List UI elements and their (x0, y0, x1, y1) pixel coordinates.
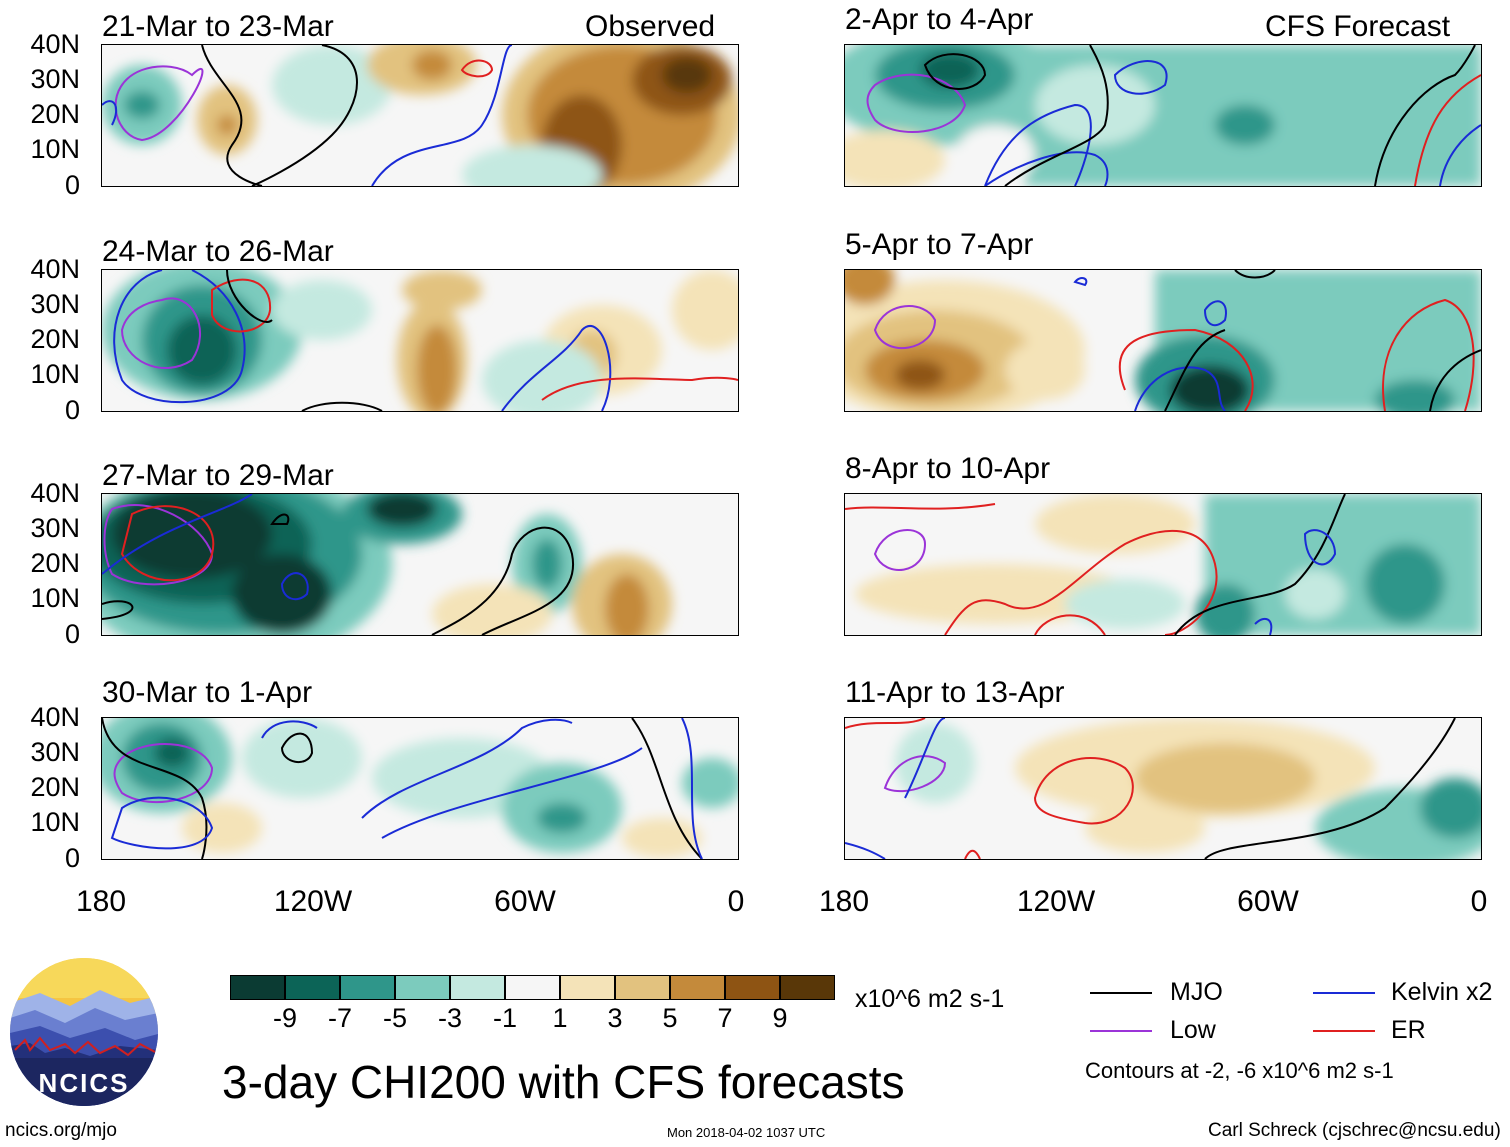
lat-label: 30N (30, 64, 80, 94)
colorbar-swatch (285, 975, 340, 1000)
lat-label: 0 (64, 843, 80, 873)
colorbar-tick: 1 (552, 1003, 568, 1033)
colorbar-swatch (340, 975, 395, 1000)
lon-label: 120W (273, 885, 353, 918)
lat-label: 40N (30, 478, 80, 508)
legend-line-mjo (1090, 992, 1152, 994)
footer-timestamp: Mon 2018-04-02 1037 UTC (667, 1125, 826, 1140)
map-panel-forecast-2 (844, 269, 1482, 412)
legend-er: ER (1391, 1016, 1426, 1044)
anomaly-map (102, 45, 738, 186)
panel-title: 11-Apr to 13-Apr (845, 676, 1065, 709)
footer-url: ncics.org/mjo (5, 1120, 117, 1141)
legend-line-kelvin (1313, 992, 1375, 994)
lat-label: 10N (30, 583, 80, 613)
map-panel-observed-3 (101, 493, 739, 636)
lon-label: 120W (1016, 885, 1096, 918)
map-panel-observed-1 (101, 44, 739, 187)
colorbar-swatch (725, 975, 780, 1000)
lat-label: 40N (30, 254, 80, 284)
lat-label: 20N (30, 772, 80, 802)
map-panel-observed-4 (101, 717, 739, 860)
panel-title: 30-Mar to 1-Apr (102, 676, 313, 709)
legend-line-low (1090, 1030, 1152, 1032)
lat-label: 10N (30, 134, 80, 164)
colorbar-swatch (780, 975, 835, 1000)
map-panel-forecast-3 (844, 493, 1482, 636)
legend-low: Low (1170, 1016, 1216, 1044)
lat-label: 0 (64, 395, 80, 425)
colorbar-tick: -1 (492, 1003, 518, 1033)
legend-kelvin: Kelvin x2 (1391, 978, 1493, 1006)
colorbar-tick: 9 (772, 1003, 788, 1033)
colorbar-swatch (395, 975, 450, 1000)
lat-label: 0 (64, 170, 80, 200)
panel-title: 5-Apr to 7-Apr (845, 228, 1034, 261)
lat-label: 30N (30, 289, 80, 319)
lat-label: 30N (30, 513, 80, 543)
colorbar-swatch (560, 975, 615, 1000)
lat-label: 0 (64, 619, 80, 649)
forecast-label: CFS Forecast (1265, 10, 1451, 43)
lon-label: 60W (494, 885, 556, 918)
colorbar-swatch (230, 975, 285, 1000)
colorbar-tick: 5 (662, 1003, 678, 1033)
colorbar-tick: 3 (607, 1003, 623, 1033)
anomaly-map (845, 718, 1481, 859)
colorbar-tick: 7 (717, 1003, 733, 1033)
logo-text: NCICS (38, 1068, 130, 1098)
lat-label: 10N (30, 807, 80, 837)
anomaly-map (845, 494, 1481, 635)
lat-label: 20N (30, 324, 80, 354)
map-panel-forecast-1 (844, 44, 1482, 187)
lon-label: 60W (1237, 885, 1299, 918)
anomaly-map (102, 270, 738, 411)
lon-label: 180 (818, 885, 870, 918)
panel-title: 21-Mar to 23-Mar (102, 10, 334, 43)
colorbar-swatch (450, 975, 505, 1000)
colorbar-tick: -7 (327, 1003, 353, 1033)
lat-label: 10N (30, 359, 80, 389)
colorbar-tick: -3 (437, 1003, 463, 1033)
anomaly-map (845, 45, 1481, 186)
map-panel-observed-2 (101, 269, 739, 412)
lat-label: 20N (30, 99, 80, 129)
panel-title: 8-Apr to 10-Apr (845, 452, 1051, 485)
anomaly-map (102, 718, 738, 859)
footer-author: Carl Schreck (cjschrec@ncsu.edu) (1208, 1120, 1501, 1141)
colorbar-swatch (615, 975, 670, 1000)
colorbar-tick: -9 (272, 1003, 298, 1033)
observed-label: Observed (585, 10, 716, 43)
lon-label: 180 (75, 885, 127, 918)
lat-label: 40N (30, 702, 80, 732)
anomaly-map (102, 494, 672, 635)
lon-label: 0 (727, 885, 745, 918)
mountain-logo-icon (10, 958, 158, 1106)
panel-title: 27-Mar to 29-Mar (102, 459, 334, 492)
anomaly-map (845, 270, 1481, 411)
colorbar-units: x10^6 m2 s-1 (855, 985, 1005, 1013)
panel-title: 2-Apr to 4-Apr (845, 3, 1034, 36)
colorbar-swatch (670, 975, 725, 1000)
legend-line-er (1313, 1030, 1375, 1032)
colorbar-swatch (505, 975, 560, 1000)
panel-title: 24-Mar to 26-Mar (102, 235, 334, 268)
lon-label: 0 (1470, 885, 1488, 918)
legend-mjo: MJO (1170, 978, 1223, 1006)
map-panel-forecast-4 (844, 717, 1482, 860)
lat-label: 30N (30, 737, 80, 767)
legend-note: Contours at -2, -6 x10^6 m2 s-1 (1085, 1058, 1394, 1083)
colorbar-tick: -5 (382, 1003, 408, 1033)
ncics-logo: NCICS (10, 958, 158, 1106)
lat-label: 40N (30, 29, 80, 59)
main-title: 3-day CHI200 with CFS forecasts (222, 1056, 905, 1108)
lat-label: 20N (30, 548, 80, 578)
